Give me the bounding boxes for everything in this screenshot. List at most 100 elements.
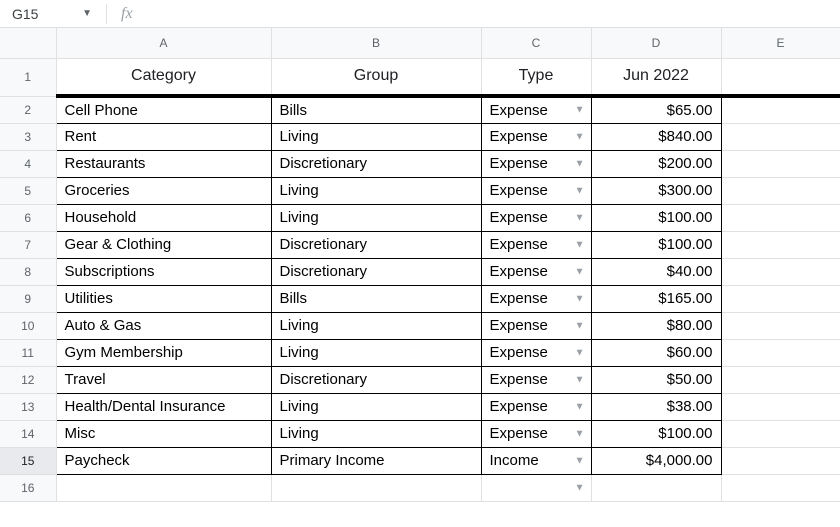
cell-empty[interactable] (721, 447, 840, 474)
row-header[interactable]: 14 (0, 420, 56, 447)
header-cell[interactable]: Group (271, 58, 481, 96)
cell-group[interactable]: Living (271, 123, 481, 150)
cell-group[interactable]: Living (271, 393, 481, 420)
row-header[interactable]: 9 (0, 285, 56, 312)
column-header-d[interactable]: D (591, 28, 721, 58)
cell-category[interactable]: Utilities (56, 285, 271, 312)
cell-empty[interactable] (721, 420, 840, 447)
cell-empty[interactable] (721, 258, 840, 285)
cell-empty[interactable] (721, 123, 840, 150)
header-cell[interactable]: Category (56, 58, 271, 96)
cell-type-dropdown[interactable]: Expense▼ (481, 204, 591, 231)
cell-empty[interactable] (721, 366, 840, 393)
cell-group[interactable]: Living (271, 420, 481, 447)
cell-type-dropdown[interactable]: Expense▼ (481, 393, 591, 420)
cell-amount[interactable]: $4,000.00 (591, 447, 721, 474)
cell-category[interactable]: Gym Membership (56, 339, 271, 366)
cell-empty[interactable] (721, 393, 840, 420)
cell-category[interactable]: Household (56, 204, 271, 231)
cell-group[interactable]: Discretionary (271, 150, 481, 177)
cell-empty[interactable] (721, 339, 840, 366)
cell-category[interactable]: Restaurants (56, 150, 271, 177)
cell-type-dropdown[interactable]: Expense▼ (481, 123, 591, 150)
row-header[interactable]: 11 (0, 339, 56, 366)
cell-group[interactable]: Bills (271, 285, 481, 312)
cell-group[interactable]: Living (271, 312, 481, 339)
row-header[interactable]: 3 (0, 123, 56, 150)
cell-empty[interactable] (721, 285, 840, 312)
cell-type-dropdown[interactable]: Expense▼ (481, 420, 591, 447)
column-header-e[interactable]: E (721, 28, 840, 58)
header-cell[interactable] (721, 58, 840, 96)
cell-amount[interactable]: $100.00 (591, 204, 721, 231)
cell-amount[interactable]: $165.00 (591, 285, 721, 312)
cell-amount[interactable]: $50.00 (591, 366, 721, 393)
cell-amount[interactable]: $300.00 (591, 177, 721, 204)
row-header[interactable]: 10 (0, 312, 56, 339)
row-header[interactable]: 13 (0, 393, 56, 420)
row-header[interactable]: 16 (0, 474, 56, 501)
row-header[interactable]: 5 (0, 177, 56, 204)
cell-category[interactable]: Cell Phone (56, 96, 271, 123)
row-header[interactable]: 12 (0, 366, 56, 393)
cell-type-dropdown[interactable]: Expense▼ (481, 258, 591, 285)
row-header[interactable]: 4 (0, 150, 56, 177)
cell-empty[interactable] (721, 231, 840, 258)
name-box[interactable]: G15 ▼ (0, 6, 100, 22)
cell-amount[interactable]: $40.00 (591, 258, 721, 285)
row-header[interactable]: 6 (0, 204, 56, 231)
cell-type-dropdown[interactable]: Expense▼ (481, 96, 591, 123)
cell-category[interactable]: Misc (56, 420, 271, 447)
cell-type-dropdown[interactable]: Expense▼ (481, 150, 591, 177)
header-cell[interactable]: Jun 2022 (591, 58, 721, 96)
cell-empty[interactable] (721, 474, 840, 501)
cell-category[interactable]: Auto & Gas (56, 312, 271, 339)
cell-amount[interactable]: $100.00 (591, 420, 721, 447)
cell-amount[interactable]: $65.00 (591, 96, 721, 123)
row-header[interactable]: 8 (0, 258, 56, 285)
cell-empty[interactable] (721, 96, 840, 123)
cell-amount[interactable]: $100.00 (591, 231, 721, 258)
formula-input[interactable] (141, 0, 840, 27)
cell-amount[interactable]: $38.00 (591, 393, 721, 420)
cell-amount[interactable]: $60.00 (591, 339, 721, 366)
name-box-dropdown-icon[interactable]: ▼ (82, 8, 92, 19)
cell-category[interactable]: Paycheck (56, 447, 271, 474)
cell-group[interactable]: Discretionary (271, 258, 481, 285)
column-header-b[interactable]: B (271, 28, 481, 58)
cell-group[interactable]: Primary Income (271, 447, 481, 474)
cell-type-dropdown[interactable]: ▼ (481, 474, 591, 501)
cell-type-dropdown[interactable]: Expense▼ (481, 366, 591, 393)
cell-category[interactable]: Groceries (56, 177, 271, 204)
cell-amount[interactable]: $80.00 (591, 312, 721, 339)
header-cell[interactable]: Type (481, 58, 591, 96)
cell-empty[interactable] (271, 474, 481, 501)
row-header[interactable]: 7 (0, 231, 56, 258)
cell-type-dropdown[interactable]: Income▼ (481, 447, 591, 474)
cell-type-dropdown[interactable]: Expense▼ (481, 231, 591, 258)
cell-type-dropdown[interactable]: Expense▼ (481, 312, 591, 339)
cell-empty[interactable] (56, 474, 271, 501)
cell-empty[interactable] (721, 312, 840, 339)
row-header[interactable]: 1 (0, 58, 56, 96)
cell-group[interactable]: Bills (271, 96, 481, 123)
cell-category[interactable]: Health/Dental Insurance (56, 393, 271, 420)
column-header-c[interactable]: C (481, 28, 591, 58)
cell-group[interactable]: Living (271, 339, 481, 366)
cell-group[interactable]: Living (271, 177, 481, 204)
cell-empty[interactable] (721, 177, 840, 204)
column-header-a[interactable]: A (56, 28, 271, 58)
cell-empty[interactable] (721, 150, 840, 177)
cell-category[interactable]: Rent (56, 123, 271, 150)
cell-type-dropdown[interactable]: Expense▼ (481, 177, 591, 204)
cell-type-dropdown[interactable]: Expense▼ (481, 339, 591, 366)
cell-empty[interactable] (591, 474, 721, 501)
cell-category[interactable]: Travel (56, 366, 271, 393)
select-all-corner[interactable] (0, 28, 56, 58)
cell-category[interactable]: Subscriptions (56, 258, 271, 285)
cell-group[interactable]: Discretionary (271, 366, 481, 393)
cell-empty[interactable] (721, 204, 840, 231)
cell-group[interactable]: Living (271, 204, 481, 231)
row-header[interactable]: 15 (0, 447, 56, 474)
row-header[interactable]: 2 (0, 96, 56, 123)
